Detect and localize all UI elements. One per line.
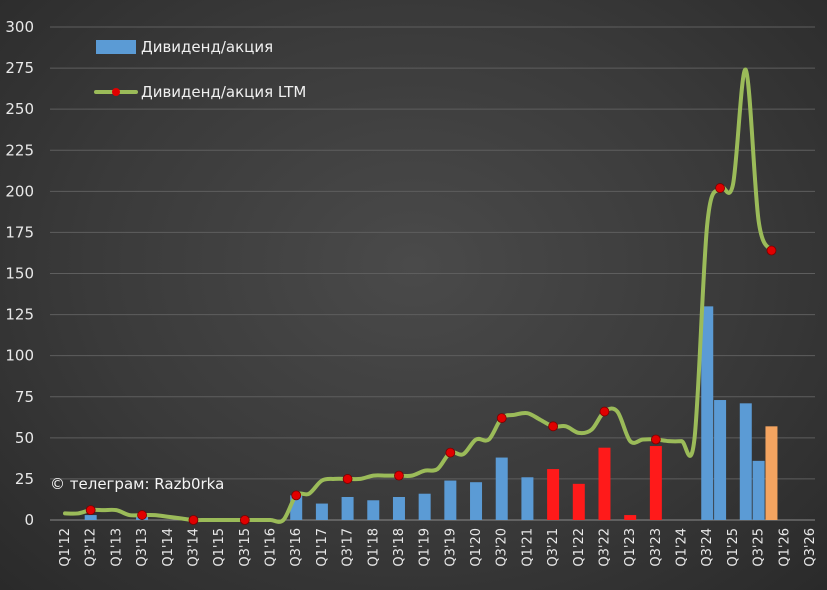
ltm-marker [342, 474, 353, 484]
x-tick-label: Q1'14 [161, 528, 176, 567]
x-tick-label: Q3'22 [597, 528, 612, 567]
bar [315, 503, 328, 520]
x-tick-label: Q1'25 [726, 528, 741, 567]
x-tick-label: Q1'13 [109, 528, 124, 567]
ltm-line-layer [63, 67, 777, 525]
bar-highlight [598, 447, 611, 520]
y-tick-label: 300 [5, 18, 34, 36]
legend-bar-label: Дивиденд/акция [141, 38, 273, 56]
x-tick-label: Q3'25 [752, 528, 767, 567]
ltm-marker [291, 490, 302, 501]
bar-highlight [572, 483, 585, 520]
ltm-marker [239, 515, 250, 525]
bar [714, 400, 727, 520]
bar [470, 482, 483, 520]
x-tick-label: Q3'14 [186, 528, 201, 567]
x-tick-label: Q3'13 [135, 528, 150, 567]
x-tick-label: Q3'19 [443, 528, 458, 567]
x-tick-label: Q1'15 [212, 528, 227, 567]
gridlines [50, 26, 815, 521]
y-tick-label: 200 [5, 182, 34, 200]
y-tick-label: 250 [5, 100, 34, 118]
x-tick-label: Q3'24 [700, 528, 715, 567]
x-tick-label: Q1'17 [315, 528, 330, 567]
bar [752, 460, 765, 520]
y-tick-label: 175 [5, 223, 34, 241]
ltm-marker [599, 406, 610, 417]
bar [444, 480, 457, 520]
y-tick-label: 0 [24, 511, 34, 529]
x-tick-label: Q1'12 [58, 528, 73, 567]
ltm-marker [137, 510, 147, 520]
y-tick-label: 150 [5, 265, 34, 283]
ltm-marker [188, 515, 199, 525]
y-tick-label: 100 [5, 347, 34, 365]
x-tick-label: Q1'22 [572, 528, 587, 567]
bar [521, 477, 534, 520]
legend-line-label: Дивиденд/акция LTM [141, 83, 306, 101]
bar-highlight [547, 469, 560, 520]
ltm-marker [548, 421, 559, 432]
bar [341, 496, 354, 520]
ltm-marker [85, 505, 96, 516]
y-tick-label: 225 [5, 141, 34, 159]
bars-layer [84, 306, 778, 520]
x-tick-label: Q1'16 [264, 528, 279, 567]
ltm-line [63, 67, 774, 524]
bar-highlight [649, 446, 662, 520]
bar [495, 457, 508, 520]
x-tick-label: Q3'23 [649, 528, 664, 567]
x-tick-label: Q3'17 [341, 528, 356, 567]
bar [739, 403, 752, 520]
bar [367, 500, 380, 520]
ltm-marker [394, 470, 404, 481]
bar-highlight [624, 515, 637, 520]
ltm-marker [715, 183, 725, 193]
legend: Дивиденд/акция Дивиденд/акция LTM [94, 38, 306, 101]
x-tick-label: Q1'24 [675, 528, 690, 567]
y-axis: 0 25 50 75 100 125 150 175 200 225 250 275 300 [5, 18, 34, 529]
ltm-marker [766, 245, 777, 256]
y-tick-label: 275 [5, 59, 34, 77]
x-tick-label: Q1'18 [366, 528, 381, 567]
x-tick-label: Q1'26 [777, 528, 792, 567]
bar [701, 306, 714, 520]
legend-line-marker [112, 88, 120, 96]
y-tick-label: 25 [15, 470, 34, 488]
y-tick-label: 50 [15, 429, 34, 447]
ltm-marker [650, 434, 661, 445]
x-tick-label: Q3'12 [84, 528, 99, 567]
x-tick-label: Q1'19 [418, 528, 433, 567]
bar [84, 515, 97, 520]
legend-bar-swatch [96, 40, 136, 54]
x-tick-label: Q3'20 [495, 528, 510, 567]
x-tick-label: Q3'16 [289, 528, 304, 567]
bar [765, 426, 778, 520]
ltm-marker [496, 413, 507, 424]
watermark: © телеграм: Razb0rka [50, 475, 224, 493]
y-tick-label: 125 [5, 306, 34, 324]
bar [418, 493, 431, 520]
x-tick-label: Q1'20 [469, 528, 484, 567]
y-tick-label: 75 [15, 388, 34, 406]
x-tick-label: Q3'15 [238, 528, 253, 567]
x-axis: Q1'12 Q3'12 Q1'13 Q3'13 Q1'14 Q3'14 Q1'15 Q3'15… [58, 528, 818, 567]
x-tick-label: Q3'18 [392, 528, 407, 567]
bar [392, 496, 405, 520]
x-tick-label: Q1'23 [623, 528, 638, 567]
ltm-marker [445, 447, 456, 458]
x-tick-label: Q3'21 [546, 528, 561, 567]
x-tick-label: Q1'21 [520, 528, 535, 567]
x-tick-label: Q3'26 [803, 528, 818, 567]
